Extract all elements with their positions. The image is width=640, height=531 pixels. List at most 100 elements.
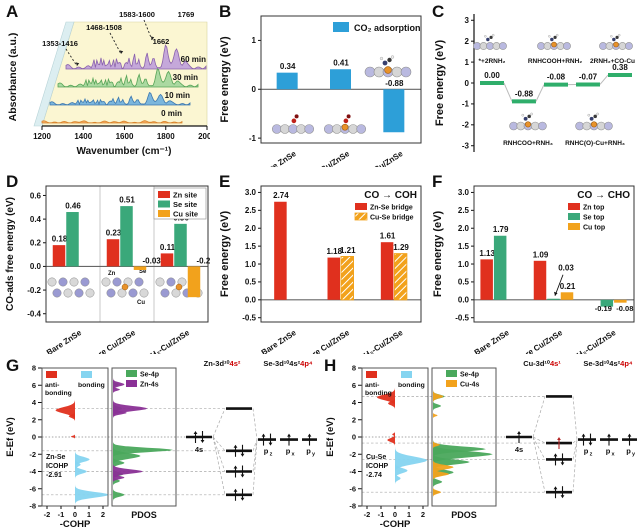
svg-text:0.5: 0.5 xyxy=(458,278,470,287)
svg-text:0.0: 0.0 xyxy=(458,296,470,305)
svg-text:2RNH₂-Cu/ZnSe: 2RNH₂-Cu/ZnSe xyxy=(562,328,618,354)
svg-text:-0.26: -0.26 xyxy=(197,256,211,265)
svg-text:Se-3d¹⁰4s²4p⁴: Se-3d¹⁰4s²4p⁴ xyxy=(583,359,633,368)
svg-text:Cu site: Cu site xyxy=(173,210,198,219)
bar xyxy=(383,89,405,133)
svg-text:1.09: 1.09 xyxy=(533,250,549,259)
svg-text:-1: -1 xyxy=(462,100,470,109)
svg-text:x: x xyxy=(291,452,295,458)
bar xyxy=(52,245,66,267)
bar xyxy=(330,69,351,90)
svg-text:CO₂ adsorption: CO₂ adsorption xyxy=(354,23,421,33)
svg-text:Cu-Se bridge: Cu-Se bridge xyxy=(370,215,414,222)
panel-a-letter: A xyxy=(6,2,19,21)
svg-text:-2.74: -2.74 xyxy=(366,472,382,479)
panel-a-chart: 60 min 30 min 10 min 0 min 1200 1400 1600 1800 2… xyxy=(7,10,216,157)
svg-text:Free energy (eV): Free energy (eV) xyxy=(434,40,446,127)
panel-e: Free energy (eV) 2.74 Bare ZnSe 1.18 1.21 Bar… xyxy=(215,172,423,369)
svg-text:1.5: 1.5 xyxy=(458,242,470,251)
svg-text:2RNH₂+CO-Cu: 2RNH₂+CO-Cu xyxy=(590,58,635,65)
svg-text:-1: -1 xyxy=(249,134,257,143)
svg-text:p: p xyxy=(264,447,269,456)
panel-f-chart: Free energy (eV) 1.13 1.79 Bare ZnSe 1.09 0.0… xyxy=(432,185,635,369)
svg-text:1.79: 1.79 xyxy=(493,225,509,234)
svg-text:-2: -2 xyxy=(462,121,470,130)
svg-text:p: p xyxy=(606,447,611,456)
svg-text:Free energy (eV): Free energy (eV) xyxy=(219,36,231,123)
svg-text:-2: -2 xyxy=(364,510,371,519)
panel-c-chart: Free energy (eV) 3 2 1 0 -1 -2 -3 0.00 -0.88 -0.08… xyxy=(434,14,635,152)
svg-text:Zn-Se bridge: Zn-Se bridge xyxy=(370,205,413,212)
svg-text:Cu-4s: Cu-4s xyxy=(460,382,480,389)
svg-text:-4: -4 xyxy=(349,467,356,476)
bar xyxy=(133,266,147,270)
bar xyxy=(340,256,354,301)
bar xyxy=(327,257,340,300)
panel-g: E-Ef (eV) 8 6 4 2 0 -2 -4 -6 -8 -2 -1 0 1 2 -COHP PDOS an… xyxy=(2,356,318,531)
svg-text:y: y xyxy=(632,452,636,458)
svg-text:2RNH₂-Cu/ZnSe: 2RNH₂-Cu/ZnSe xyxy=(135,328,191,354)
svg-text:-0.2: -0.2 xyxy=(27,286,41,295)
svg-text:-0.19: -0.19 xyxy=(595,304,612,313)
bar xyxy=(106,239,120,267)
panel-d: CO-ads free energy (eV) Zn Se Cu 0.18 0.46 Bar… xyxy=(2,172,215,369)
svg-text:0.51: 0.51 xyxy=(119,196,135,205)
svg-text:0.2: 0.2 xyxy=(30,239,42,248)
panel-b-chart: Free energy (eV) 0.34 Bare ZnSe 0.41 Bare Cu… xyxy=(219,15,422,190)
svg-text:Absorbance (a.u.): Absorbance (a.u.) xyxy=(7,33,19,122)
svg-text:0.4: 0.4 xyxy=(30,215,42,224)
svg-text:4s: 4s xyxy=(515,445,523,454)
svg-text:0.00: 0.00 xyxy=(484,71,500,80)
svg-text:1: 1 xyxy=(407,510,411,519)
svg-text:3.0: 3.0 xyxy=(245,188,257,197)
svg-text:p: p xyxy=(286,447,291,456)
svg-text:2: 2 xyxy=(101,510,105,519)
svg-text:1: 1 xyxy=(252,36,257,45)
svg-text:-2.91: -2.91 xyxy=(46,472,62,479)
bar xyxy=(120,206,133,267)
svg-text:Zn-3d¹⁰4s²: Zn-3d¹⁰4s² xyxy=(204,359,241,368)
svg-text:0.21: 0.21 xyxy=(560,282,576,291)
svg-text:Se: Se xyxy=(139,269,147,275)
svg-text:p: p xyxy=(626,447,631,456)
svg-text:0.34: 0.34 xyxy=(280,62,296,71)
svg-text:Free energy (eV): Free energy (eV) xyxy=(432,211,444,298)
svg-text:-1: -1 xyxy=(378,510,385,519)
svg-text:anti-: anti- xyxy=(45,382,59,389)
bar xyxy=(276,72,298,90)
svg-text:bonding: bonding xyxy=(78,382,105,389)
svg-text:8: 8 xyxy=(352,364,356,373)
svg-text:anti-: anti- xyxy=(365,382,379,389)
svg-text:1353-1416: 1353-1416 xyxy=(42,39,78,48)
svg-text:1: 1 xyxy=(465,58,470,67)
svg-text:-2: -2 xyxy=(44,510,51,519)
panel-g-letter: G xyxy=(6,356,20,375)
svg-text:-0.4: -0.4 xyxy=(27,310,41,319)
svg-text:Cu-Se: Cu-Se xyxy=(366,454,386,461)
svg-text:Zn top: Zn top xyxy=(583,205,604,212)
bar xyxy=(547,298,560,300)
svg-text:Cu-3d¹⁰4s¹: Cu-3d¹⁰4s¹ xyxy=(523,359,561,368)
bar xyxy=(187,266,201,298)
svg-text:0: 0 xyxy=(32,433,36,442)
svg-text:1400: 1400 xyxy=(74,132,92,141)
panel-b-letter: B xyxy=(219,2,232,21)
svg-text:2.5: 2.5 xyxy=(245,206,257,215)
svg-text:Cu top: Cu top xyxy=(583,225,605,232)
bar xyxy=(493,235,507,300)
panel-d-letter: D xyxy=(6,172,19,191)
svg-text:1.61: 1.61 xyxy=(380,232,396,241)
svg-text:Bare ZnSe: Bare ZnSe xyxy=(260,328,299,354)
svg-text:1.21: 1.21 xyxy=(340,246,356,255)
svg-text:-8: -8 xyxy=(29,502,36,511)
svg-text:2: 2 xyxy=(421,510,425,519)
svg-text:0: 0 xyxy=(73,510,77,519)
bar xyxy=(393,253,408,301)
svg-text:Zn site: Zn site xyxy=(173,191,197,200)
svg-text:0: 0 xyxy=(393,510,397,519)
svg-text:-COHP: -COHP xyxy=(60,519,91,529)
svg-text:0: 0 xyxy=(352,433,356,442)
svg-text:E-Ef (eV): E-Ef (eV) xyxy=(5,417,16,457)
svg-text:-0.07: -0.07 xyxy=(579,72,598,81)
svg-text:Bare ZnSe: Bare ZnSe xyxy=(45,328,84,354)
